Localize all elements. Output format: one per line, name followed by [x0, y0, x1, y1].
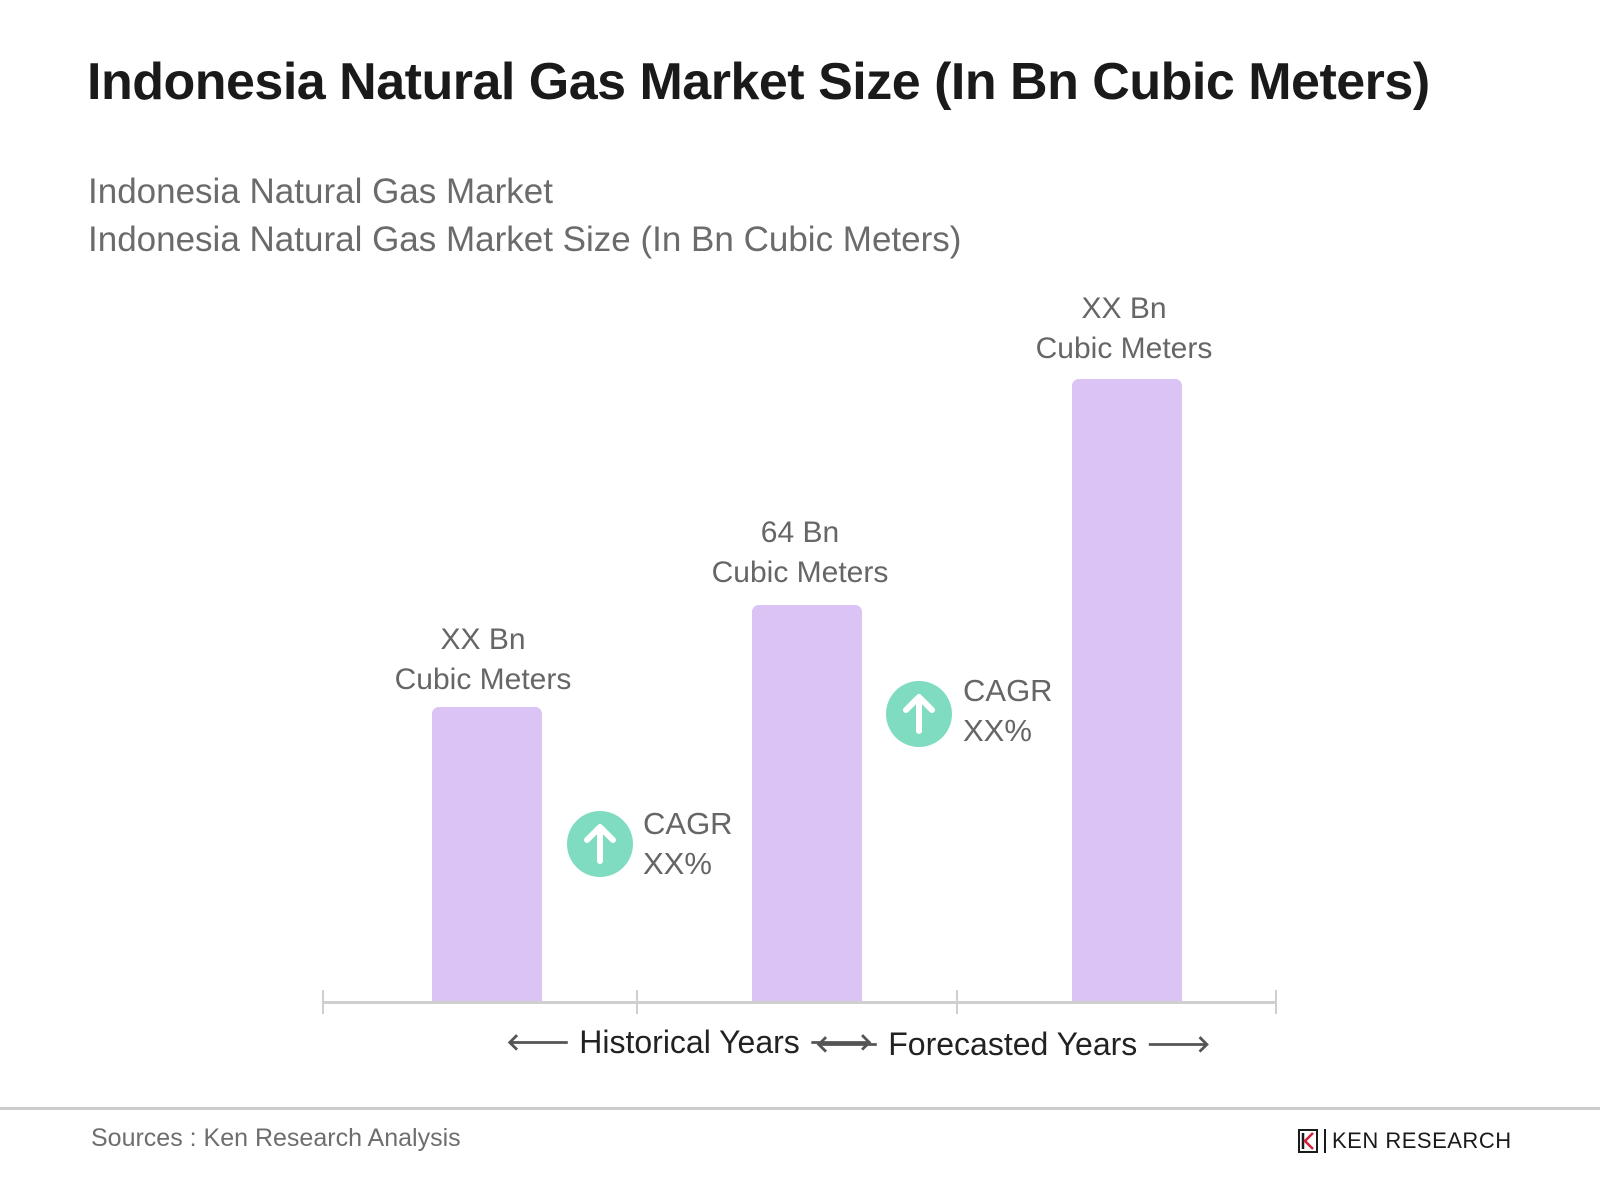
cagr-annotation-2: CAGR XX% — [963, 671, 1053, 751]
chart-subtitle-1: Indonesia Natural Gas Market — [88, 172, 553, 211]
cagr-label: CAGR — [963, 673, 1053, 708]
bar-value-label: XX Bn — [1081, 292, 1167, 325]
x-axis-line — [323, 1001, 1277, 1004]
cagr-value: XX% — [643, 846, 712, 881]
bar-value-label: XX Bn — [440, 623, 526, 656]
bar-unit-label: Cubic Meters — [1035, 332, 1213, 365]
forecasted-years-label: 🡐 Forecasted Years 🡒 — [815, 1026, 1211, 1062]
logo-separator — [1324, 1129, 1326, 1153]
bar-base-year — [752, 605, 862, 1002]
cagr-annotation-1: CAGR XX% — [643, 804, 733, 884]
x-axis-tick — [956, 990, 958, 1014]
bar-unit-label: Cubic Meters — [394, 663, 572, 696]
x-axis-tick — [322, 990, 324, 1014]
page-title: Indonesia Natural Gas Market Size (In Bn… — [87, 53, 1430, 111]
chart-subtitle-2: Indonesia Natural Gas Market Size (In Bn… — [88, 220, 962, 259]
arrow-right-icon: 🡒 — [1146, 1031, 1211, 1058]
arrow-left-icon: 🡐 — [506, 1029, 571, 1056]
arrow-right-icon: 🡒 — [808, 1029, 874, 1056]
logo-text: KEN RESEARCH — [1332, 1128, 1512, 1153]
arrow-up-icon — [886, 681, 952, 747]
bar-value-label: 64 Bn — [760, 516, 840, 549]
x-axis-tick — [636, 990, 638, 1014]
footer-divider — [0, 1107, 1600, 1110]
bar-label-1: XX Bn Cubic Meters — [363, 620, 603, 700]
bar-label-2: 64 Bn Cubic Meters — [680, 513, 920, 593]
bar-label-3: XX Bn Cubic Meters — [1004, 289, 1244, 369]
historical-years-label: 🡐 Historical Years 🡒 — [506, 1024, 874, 1060]
arrow-up-icon — [567, 811, 633, 877]
bar-unit-label: Cubic Meters — [711, 556, 889, 589]
source-note: Sources : Ken Research Analysis — [91, 1124, 461, 1152]
ken-research-logo: KEN RESEARCH — [1298, 1128, 1512, 1154]
bar-forecast-end — [1072, 379, 1182, 1002]
cagr-value: XX% — [963, 713, 1032, 748]
x-axis-tick — [1275, 990, 1277, 1014]
cagr-label: CAGR — [643, 806, 733, 841]
bar-historical-start — [432, 707, 542, 1002]
ken-logo-icon — [1298, 1129, 1318, 1153]
arrow-left-icon: 🡐 — [815, 1031, 880, 1058]
